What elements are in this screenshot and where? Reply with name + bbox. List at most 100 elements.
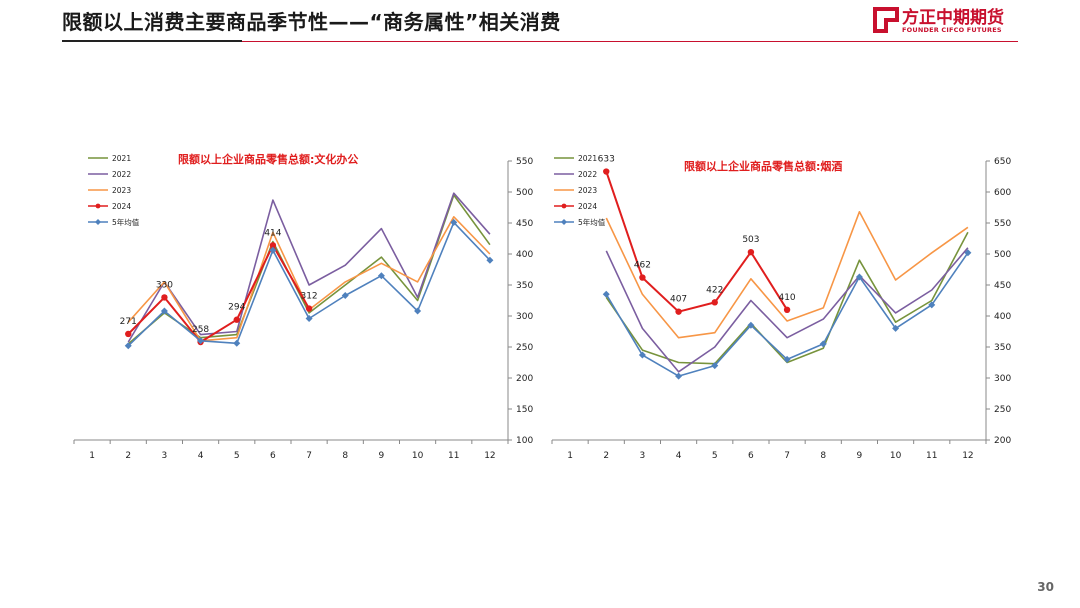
x-tick-label: 2 xyxy=(125,451,131,461)
series-2024 xyxy=(603,168,791,315)
legend-label: 2022 xyxy=(112,170,131,179)
data-point-avg xyxy=(711,362,719,370)
series-line-2021 xyxy=(127,194,491,345)
legend-marker xyxy=(95,203,101,209)
x-tick-label: 1 xyxy=(567,451,573,461)
y-tick-label: 250 xyxy=(994,405,1011,415)
legend-label: 5年均值 xyxy=(578,217,606,227)
x-tick-label: 10 xyxy=(890,451,902,461)
x-tick-label: 1 xyxy=(89,451,95,461)
x-tick-label: 9 xyxy=(379,451,385,461)
y-tick-label: 350 xyxy=(994,343,1011,353)
logo-text-cn: 方正中期期货 xyxy=(902,8,1004,28)
data-point-avg xyxy=(160,307,168,315)
x-tick-label: 11 xyxy=(448,451,459,461)
series-5年均值 xyxy=(602,249,972,380)
data-point-2024 xyxy=(305,305,313,312)
legend-label: 2021 xyxy=(112,154,131,163)
y-tick-label: 250 xyxy=(516,343,533,353)
data-label: 503 xyxy=(742,235,759,245)
company-logo: 方正中期期货 FOUNDER CIFCO FUTURES xyxy=(870,4,1030,38)
chart-title: 限额以上企业商品零售总额:文化办公 xyxy=(178,152,358,166)
legend-label: 2024 xyxy=(578,202,597,211)
x-tick-label: 12 xyxy=(962,451,973,461)
y-tick-label: 400 xyxy=(994,312,1011,322)
x-tick-label: 6 xyxy=(748,451,754,461)
data-point-avg xyxy=(638,351,646,359)
x-tick-label: 7 xyxy=(306,451,312,461)
x-tick-label: 7 xyxy=(784,451,790,461)
data-point-2024 xyxy=(269,242,277,249)
legend-marker xyxy=(561,203,567,209)
data-point-avg xyxy=(341,292,349,300)
data-point-2024 xyxy=(783,306,791,313)
series-line-2022 xyxy=(127,192,491,343)
data-point-2024 xyxy=(161,294,168,301)
y-tick-label: 300 xyxy=(994,374,1011,384)
data-point-avg xyxy=(747,321,755,329)
y-tick-label: 500 xyxy=(516,188,533,198)
data-point-2024 xyxy=(711,299,718,306)
data-label: 330 xyxy=(156,280,173,290)
y-tick-label: 400 xyxy=(516,250,533,260)
data-point-avg xyxy=(124,342,132,350)
y-tick-label: 600 xyxy=(994,188,1011,198)
data-label: 294 xyxy=(228,303,245,313)
data-point-avg xyxy=(819,340,827,348)
data-point-2024 xyxy=(639,274,646,281)
legend-label: 2023 xyxy=(578,186,597,195)
series-line-2022 xyxy=(605,247,969,373)
data-point-avg xyxy=(928,301,936,309)
data-point-2024 xyxy=(233,316,240,323)
data-label: 258 xyxy=(192,325,209,335)
y-tick-label: 650 xyxy=(994,157,1011,167)
series-line-2024 xyxy=(605,171,788,313)
page-number: 30 xyxy=(1037,580,1054,594)
data-point-avg xyxy=(964,249,972,257)
y-tick-label: 150 xyxy=(516,405,533,415)
x-tick-label: 3 xyxy=(162,451,168,461)
data-point-2024 xyxy=(675,308,682,315)
data-label: 407 xyxy=(670,295,687,305)
data-label: 422 xyxy=(706,285,723,295)
data-point-avg xyxy=(305,314,313,322)
series-2022 xyxy=(127,192,491,343)
legend-label: 5年均值 xyxy=(112,217,140,227)
x-tick-label: 5 xyxy=(712,451,718,461)
x-tick-label: 8 xyxy=(820,451,826,461)
x-tick-label: 3 xyxy=(640,451,646,461)
x-tick-label: 10 xyxy=(412,451,424,461)
series-2022 xyxy=(605,247,969,373)
x-tick-label: 9 xyxy=(857,451,863,461)
data-point-avg xyxy=(197,337,205,345)
logo-icon xyxy=(873,7,899,33)
data-point-avg xyxy=(233,339,241,347)
data-label: 312 xyxy=(300,292,317,302)
y-tick-label: 500 xyxy=(994,250,1011,260)
legend-label: 2021 xyxy=(578,154,597,163)
y-tick-label: 450 xyxy=(994,281,1011,291)
chart-title: 限额以上企业商品零售总额:烟酒 xyxy=(684,159,842,173)
x-tick-label: 8 xyxy=(342,451,348,461)
y-tick-label: 200 xyxy=(994,436,1011,446)
data-label: 633 xyxy=(598,155,615,165)
x-tick-label: 12 xyxy=(484,451,495,461)
data-label: 271 xyxy=(120,317,137,327)
logo-text-en: FOUNDER CIFCO FUTURES xyxy=(902,26,1002,34)
legend-label: 2023 xyxy=(112,186,131,195)
x-tick-label: 4 xyxy=(676,451,682,461)
data-point-avg xyxy=(675,372,683,380)
data-point-avg xyxy=(414,307,422,315)
x-tick-label: 11 xyxy=(926,451,937,461)
y-tick-label: 350 xyxy=(516,281,533,291)
legend-label: 2022 xyxy=(578,170,597,179)
y-tick-label: 550 xyxy=(516,157,533,167)
y-tick-label: 550 xyxy=(994,219,1011,229)
series-2021 xyxy=(127,194,491,345)
y-tick-label: 200 xyxy=(516,374,533,384)
data-label: 414 xyxy=(264,228,281,238)
y-tick-label: 300 xyxy=(516,312,533,322)
series-line-2024 xyxy=(127,244,310,343)
